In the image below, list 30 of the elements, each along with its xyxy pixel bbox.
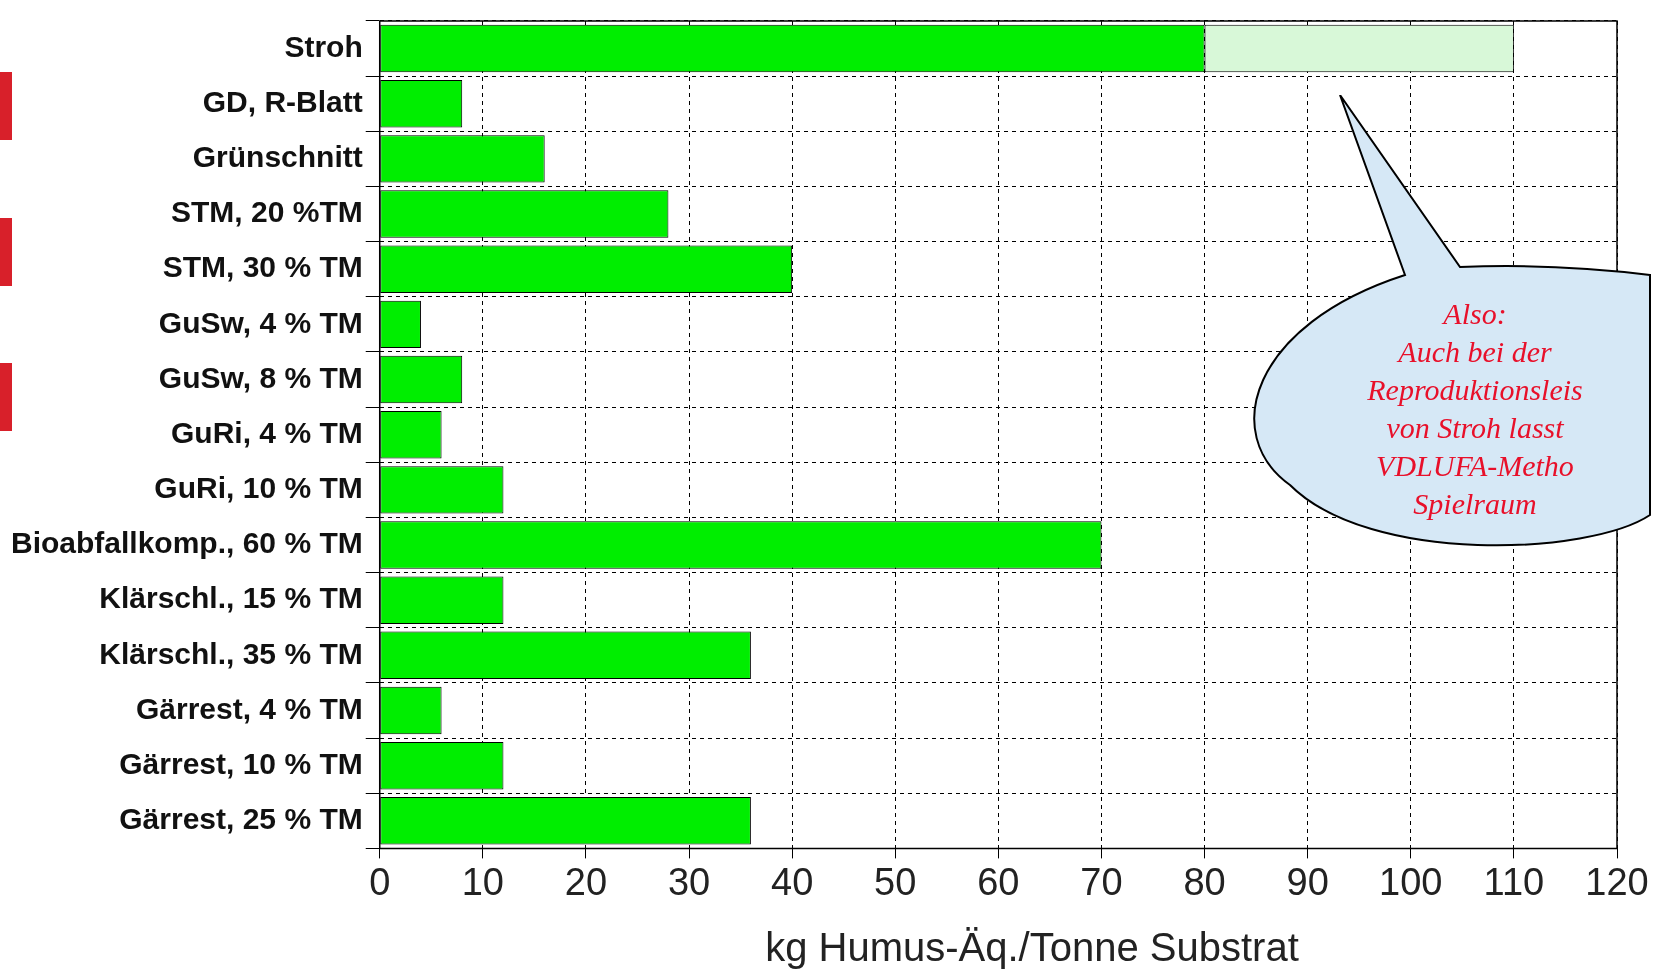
x-tick-label: 50: [874, 860, 917, 903]
y-tick-label: Bioabfallkomp., 60 % TM: [10, 526, 363, 560]
y-tick-label: GuRi, 4 % TM: [171, 415, 363, 449]
y-tick-label: STM, 20 %TM: [171, 195, 363, 229]
y-tick-label: Klärschl., 15 % TM: [99, 581, 363, 615]
y-tick-label: Grünschnitt: [192, 140, 363, 174]
x-tick-label: 60: [977, 860, 1020, 903]
x-tick-label: 70: [1080, 860, 1123, 903]
x-tick-label: 110: [1483, 860, 1545, 903]
y-tick-label: STM, 30 % TM: [162, 250, 363, 284]
x-tick-label: 90: [1286, 860, 1329, 903]
y-tick-label: Gärrest, 4 % TM: [135, 691, 363, 725]
x-tick-label: 80: [1183, 860, 1226, 903]
y-tick-label: Gärrest, 25 % TM: [119, 802, 363, 836]
x-tick-label: 10: [461, 860, 504, 903]
x-tick-label: 20: [564, 860, 608, 903]
y-tick-label: GuSw, 4 % TM: [158, 305, 363, 339]
x-tick-label: 0: [369, 860, 391, 903]
x-axis-title: kg Humus-Äq./Tonne Substrat: [764, 925, 1300, 970]
y-tick-label: Klärschl., 35 % TM: [99, 636, 363, 670]
x-tick-label: 100: [1379, 860, 1443, 903]
y-tick-label: Gärrest, 10 % TM: [119, 746, 363, 780]
x-tick-label: 40: [771, 860, 814, 903]
y-tick-label: GD, R-Blatt: [202, 85, 363, 119]
y-tick-label: GuSw, 8 % TM: [158, 360, 363, 394]
x-tick-label: 30: [667, 860, 711, 903]
annotation: Also: Auch bei der Reproduktionsleis von Stroh lasst VDLUFA-Metho Spielraum: [1366, 296, 1584, 522]
y-tick-label: Stroh: [284, 29, 363, 63]
x-tick-label: 120: [1585, 860, 1649, 903]
y-tick-label: GuRi, 10 % TM: [154, 471, 363, 505]
